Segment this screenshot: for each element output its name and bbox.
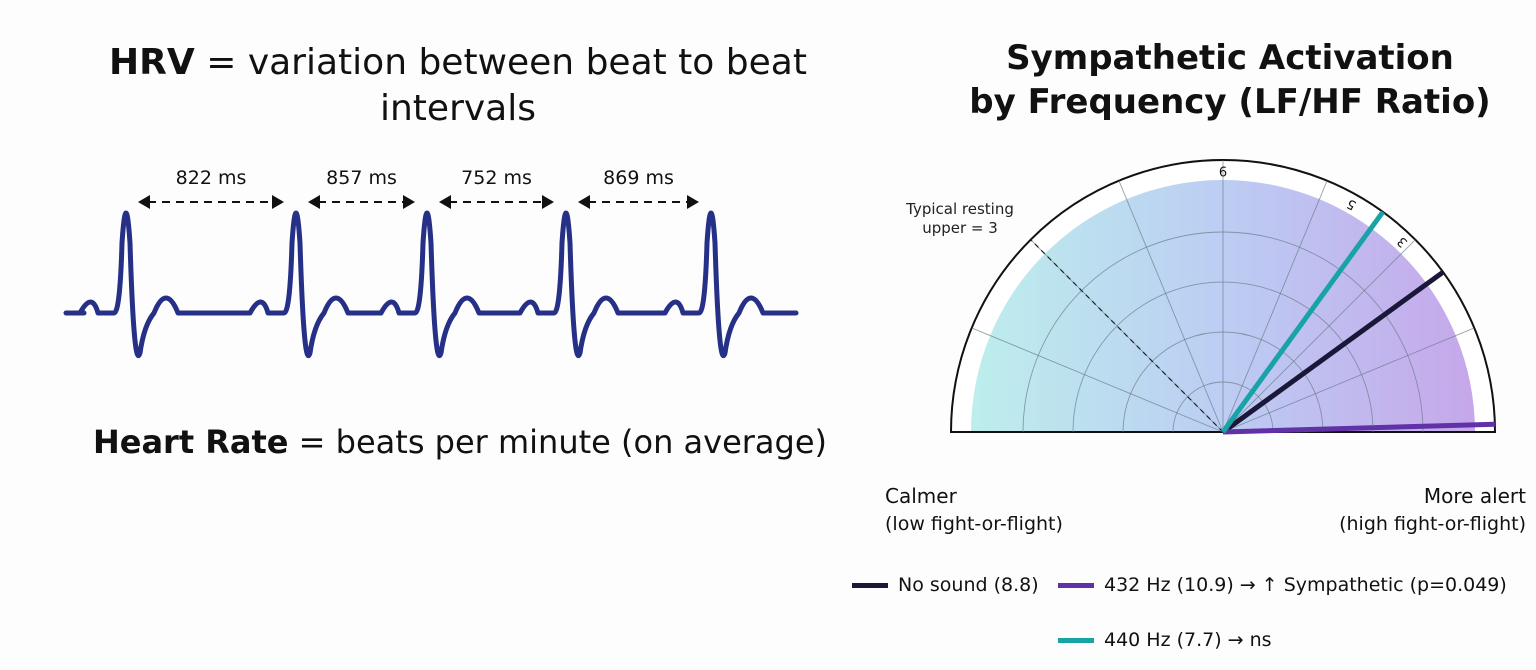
needle-no-sound <box>1221 270 1445 435</box>
interval-label: 752 ms <box>461 167 532 189</box>
calmer-label: Calmer (low fight-or-flight) <box>885 482 1063 538</box>
arrowhead-right <box>687 195 699 209</box>
more-alert-label: More alert (high fight-or-flight) <box>1339 482 1526 538</box>
more-alert-sub: (high fight-or-flight) <box>1339 513 1526 535</box>
hrv-definition: HRV = variation between beat to beat int… <box>90 40 826 132</box>
arrowhead-right <box>542 195 554 209</box>
gauge-grid-spoke <box>1222 327 1475 433</box>
gauge-title-line1: Sympathetic Activation <box>1006 38 1454 78</box>
ecg-waveform <box>63 210 799 358</box>
interval-arrows: 822 ms 857 ms 752 ms 869 ms <box>138 167 699 209</box>
arrowhead-right <box>403 195 415 209</box>
hrv-definition-text: = variation between beat to beat interva… <box>194 42 807 129</box>
legend-432hz: 432 Hz (10.9) → ↑ Sympathetic (p=0.049) <box>1058 572 1507 598</box>
legend-440hz: 440 Hz (7.7) → ns <box>1058 627 1272 653</box>
heart-rate-definition-text: = beats per minute (on average) <box>288 423 828 461</box>
legend-label-440hz: 440 Hz (7.7) → ns <box>1104 629 1272 651</box>
interval-label: 857 ms <box>326 167 397 189</box>
gauge-title-line2: by Frequency (LF/HF Ratio) <box>969 82 1491 122</box>
needle-440-hz <box>1220 210 1385 434</box>
legend-no-sound: No sound (8.8) <box>852 572 1039 598</box>
gauge-grid-spoke <box>1222 180 1328 433</box>
ecg-trace: 822 ms 857 ms 752 ms 869 ms <box>63 167 799 358</box>
arrowhead-left <box>138 195 150 209</box>
arrowhead-left <box>308 195 320 209</box>
legend-swatch-440hz <box>1058 637 1094 643</box>
gauge-grid-spoke <box>971 327 1224 433</box>
interval-label: 869 ms <box>603 167 674 189</box>
arrowhead-left <box>439 195 451 209</box>
interval-label: 822 ms <box>176 167 247 189</box>
needle-432-hz <box>1222 421 1495 435</box>
calmer-sub: (low fight-or-flight) <box>885 513 1063 535</box>
legend-label-no-sound: No sound (8.8) <box>898 574 1039 596</box>
gauge-title: Sympathetic Activation by Frequency (LF/… <box>930 36 1530 124</box>
heart-rate-definition: Heart Rate = beats per minute (on averag… <box>60 420 860 464</box>
legend-swatch-no-sound <box>852 582 888 588</box>
arrowhead-left <box>578 195 590 209</box>
calmer-main: Calmer <box>885 484 957 508</box>
gauge-needles <box>1220 210 1495 435</box>
legend-swatch-432hz <box>1058 582 1094 588</box>
reference-label-line1: Typical resting <box>905 200 1014 218</box>
arrowhead-right <box>272 195 284 209</box>
hrv-term: HRV <box>109 42 195 83</box>
reference-dashed-line <box>1030 239 1224 433</box>
legend-label-432hz: 432 Hz (10.9) → ↑ Sympathetic (p=0.049) <box>1104 574 1507 596</box>
gauge-tick-label: 9 <box>1219 163 1227 178</box>
gauge-grid-spoke <box>1118 180 1224 433</box>
more-alert-main: More alert <box>1423 484 1526 508</box>
gauge-grid-spoke <box>1222 239 1416 433</box>
reference-label-line2: upper = 3 <box>922 219 998 237</box>
heart-rate-term: Heart Rate <box>92 423 289 461</box>
